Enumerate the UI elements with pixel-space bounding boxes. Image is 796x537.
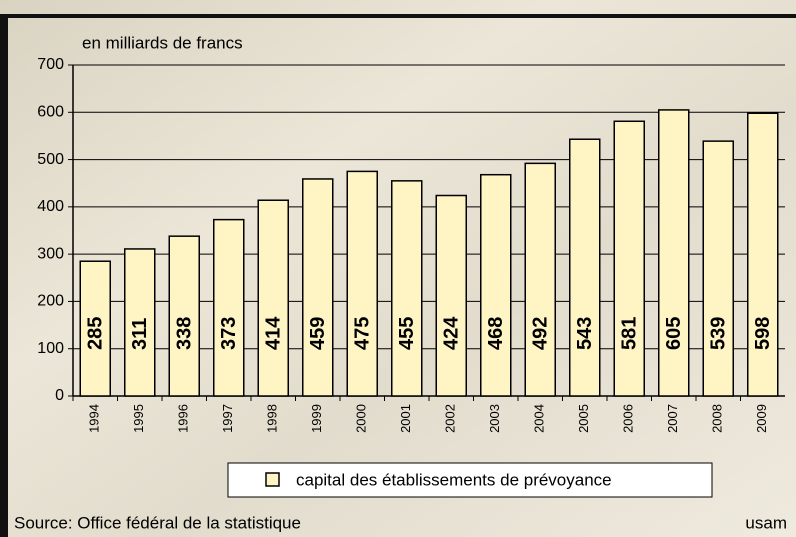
legend-label: capital des établissements de prévoyance xyxy=(296,470,612,489)
top-border xyxy=(0,14,796,18)
x-tick-label: 2006 xyxy=(621,404,636,433)
y-tick-label: 500 xyxy=(37,151,64,168)
x-tick-label: 2009 xyxy=(754,404,769,433)
x-tick-label: 1994 xyxy=(87,404,102,433)
value-label: 424 xyxy=(441,316,463,350)
x-tick-label: 2007 xyxy=(665,404,680,433)
chart: en milliards de francs Source: Office fé… xyxy=(0,0,796,537)
x-tick-label: 1996 xyxy=(176,404,191,433)
x-tick-label: 2001 xyxy=(398,404,413,433)
y-tick-label: 200 xyxy=(37,293,64,310)
value-label: 581 xyxy=(619,317,641,350)
bar xyxy=(525,163,555,396)
value-label: 539 xyxy=(708,317,730,350)
x-tick-label: 1995 xyxy=(131,404,146,433)
value-label: 373 xyxy=(218,317,240,350)
value-label: 459 xyxy=(307,317,329,350)
x-tick-label: 2008 xyxy=(710,404,725,433)
x-tick-label: 2003 xyxy=(487,404,502,433)
value-label: 338 xyxy=(174,317,196,350)
y-tick-label: 400 xyxy=(37,198,64,215)
bar xyxy=(703,141,733,396)
bar xyxy=(614,121,644,396)
value-label: 475 xyxy=(352,317,374,350)
page: {"chart_data": {"type": "bar", "y_label"… xyxy=(0,0,796,537)
y-tick-label: 300 xyxy=(37,245,64,262)
y-tick-label: 100 xyxy=(37,340,64,357)
bar xyxy=(748,113,778,396)
x-tick-label: 1997 xyxy=(220,404,235,433)
value-label: 414 xyxy=(263,316,285,350)
source: Source: Office fédéral de la statistique xyxy=(14,513,301,532)
value-label: 598 xyxy=(752,317,774,350)
x-tick-label: 2002 xyxy=(443,404,458,433)
left-border xyxy=(0,14,8,537)
bar xyxy=(214,220,244,396)
value-label: 285 xyxy=(85,317,107,350)
value-label: 468 xyxy=(485,317,507,350)
value-label: 311 xyxy=(129,318,151,350)
bar xyxy=(258,200,288,396)
y-tick-label: 700 xyxy=(37,56,64,73)
x-tick-label: 2004 xyxy=(532,404,547,433)
value-label: 605 xyxy=(663,317,685,350)
value-label: 492 xyxy=(530,317,552,350)
bar xyxy=(570,139,600,396)
x-tick-label: 1998 xyxy=(265,404,280,433)
y-tick-label: 0 xyxy=(55,387,64,404)
bar xyxy=(481,175,511,396)
value-label: 543 xyxy=(574,317,596,350)
y-tick-label: 600 xyxy=(37,104,64,121)
bar xyxy=(392,181,422,396)
bar xyxy=(169,236,199,396)
bar xyxy=(659,110,689,396)
bar xyxy=(436,196,466,396)
bar xyxy=(303,179,333,396)
x-tick-label: 2000 xyxy=(354,404,369,433)
bar xyxy=(347,171,377,396)
legend-marker xyxy=(266,473,279,486)
brand: usam xyxy=(745,513,787,532)
value-label: 455 xyxy=(396,317,418,350)
y-axis-title: en milliards de francs xyxy=(82,33,243,52)
x-tick-label: 1999 xyxy=(309,404,324,433)
x-tick-label: 2005 xyxy=(576,404,591,433)
